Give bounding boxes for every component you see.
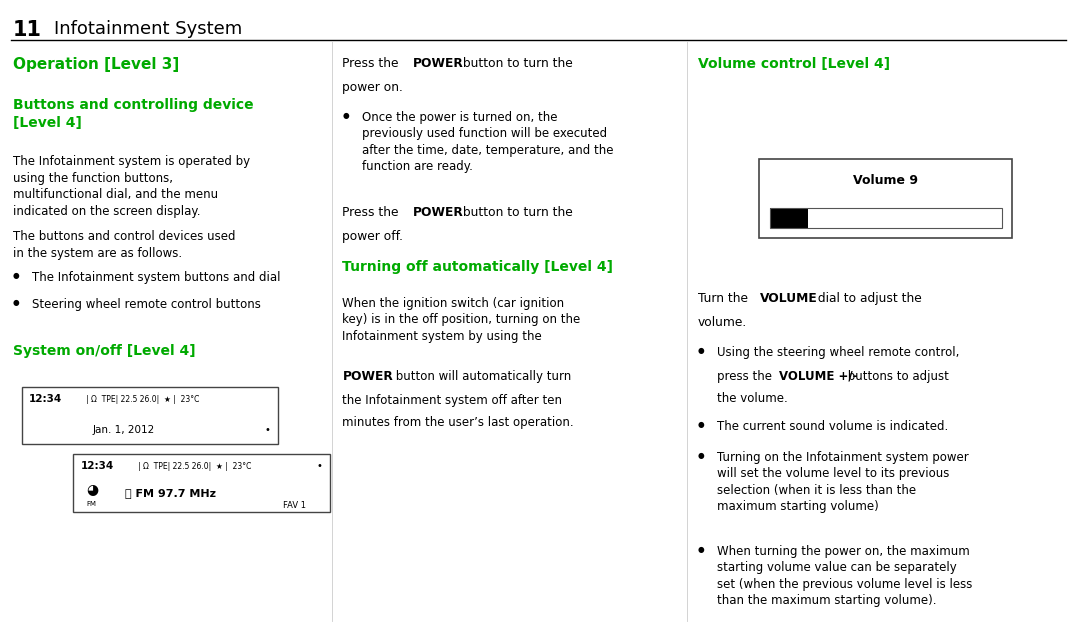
Text: | Ω  TPE| 22.5 26.0|  ★ |  23°C: | Ω TPE| 22.5 26.0| ★ | 23°C <box>86 394 199 403</box>
Text: VOLUME +/-: VOLUME +/- <box>779 370 857 383</box>
Text: Turning off automatically [Level 4]: Turning off automatically [Level 4] <box>342 260 614 274</box>
Text: ●: ● <box>698 451 704 460</box>
Text: The current sound volume is indicated.: The current sound volume is indicated. <box>717 420 949 434</box>
Bar <box>73 454 330 512</box>
Text: Turning on the Infotainment system power
will set the volume level to its previo: Turning on the Infotainment system power… <box>717 451 969 514</box>
Text: ●: ● <box>698 545 704 553</box>
Text: Buttons and controlling device
[Level 4]: Buttons and controlling device [Level 4] <box>13 98 253 129</box>
Text: press the: press the <box>717 370 777 383</box>
Text: The buttons and control devices used
in the system are as follows.: The buttons and control devices used in … <box>13 230 236 260</box>
Text: The Infotainment system buttons and dial: The Infotainment system buttons and dial <box>32 271 281 285</box>
Text: ●: ● <box>698 420 704 429</box>
Text: button to turn the: button to turn the <box>459 57 573 70</box>
Text: Volume control [Level 4]: Volume control [Level 4] <box>698 57 890 71</box>
Text: FAV 1: FAV 1 <box>282 501 306 510</box>
Text: Turn the: Turn the <box>698 292 752 305</box>
Text: When turning the power on, the maximum
starting volume value can be separately
s: When turning the power on, the maximum s… <box>717 545 973 607</box>
Text: •: • <box>265 425 270 434</box>
Text: ●: ● <box>13 271 19 280</box>
Text: ●: ● <box>342 111 349 120</box>
Text: Using the steering wheel remote control,: Using the steering wheel remote control, <box>717 346 960 359</box>
Text: button will automatically turn: button will automatically turn <box>392 370 571 383</box>
Text: •: • <box>317 462 322 472</box>
Text: power off.: power off. <box>342 230 404 243</box>
Text: buttons to adjust: buttons to adjust <box>844 370 949 383</box>
Text: Infotainment System: Infotainment System <box>54 20 242 38</box>
Text: Steering wheel remote control buttons: Steering wheel remote control buttons <box>32 298 262 311</box>
Bar <box>770 208 1002 228</box>
Text: POWER: POWER <box>412 206 463 219</box>
Text: 11: 11 <box>13 20 42 41</box>
Bar <box>759 158 1012 238</box>
Text: The Infotainment system is operated by
using the function buttons,
multifunction: The Infotainment system is operated by u… <box>13 155 250 218</box>
Text: Operation [Level 3]: Operation [Level 3] <box>13 57 179 72</box>
Text: the volume.: the volume. <box>717 392 788 405</box>
Text: 12:34: 12:34 <box>29 394 62 404</box>
Text: ●: ● <box>13 298 19 307</box>
Bar <box>22 387 278 444</box>
Text: the Infotainment system off after ten: the Infotainment system off after ten <box>342 394 562 407</box>
Text: POWER: POWER <box>342 370 393 383</box>
Text: When the ignition switch (car ignition
key) is in the off position, turning on t: When the ignition switch (car ignition k… <box>342 297 581 343</box>
Text: minutes from the user’s last operation.: minutes from the user’s last operation. <box>342 416 574 429</box>
Text: dial to adjust the: dial to adjust the <box>814 292 922 305</box>
Text: power on.: power on. <box>342 81 404 94</box>
Bar <box>770 208 808 228</box>
Text: POWER: POWER <box>412 57 463 70</box>
Text: ●: ● <box>698 346 704 354</box>
Text: VOLUME: VOLUME <box>760 292 819 305</box>
Text: | Ω  TPE| 22.5 26.0|  ★ |  23°C: | Ω TPE| 22.5 26.0| ★ | 23°C <box>138 462 251 471</box>
Text: Press the: Press the <box>342 206 403 219</box>
Text: ⸰ FM 97.7 MHz: ⸰ FM 97.7 MHz <box>125 488 215 498</box>
Text: Once the power is turned on, the
previously used function will be executed
after: Once the power is turned on, the previou… <box>362 111 614 174</box>
Text: 12:34: 12:34 <box>81 462 114 472</box>
Text: Volume 9: Volume 9 <box>853 174 919 187</box>
Text: Jan. 1, 2012: Jan. 1, 2012 <box>93 425 155 434</box>
Text: Press the: Press the <box>342 57 403 70</box>
Text: ◕: ◕ <box>86 482 98 496</box>
Text: FM: FM <box>86 501 96 507</box>
Text: System on/off [Level 4]: System on/off [Level 4] <box>13 344 196 358</box>
Text: volume.: volume. <box>698 316 747 329</box>
Text: button to turn the: button to turn the <box>459 206 573 219</box>
